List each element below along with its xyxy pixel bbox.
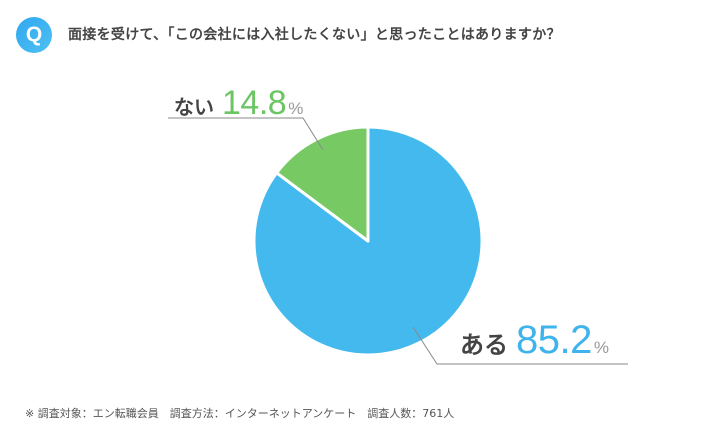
leader-line-nai <box>168 117 324 151</box>
label-aru-value: 85.2 <box>516 318 592 362</box>
label-nai: ない 14.8 % <box>174 84 303 123</box>
label-aru-unit: % <box>593 338 609 357</box>
label-nai-value: 14.8 <box>222 84 287 122</box>
label-nai-unit: % <box>288 99 304 118</box>
label-aru: ある 85.2 % <box>460 318 609 363</box>
label-aru-category: ある <box>460 331 508 359</box>
question-title: 面接を受けて、「この会社には入社したくない」と思ったことはありますか？ <box>68 27 561 43</box>
leader-line-aru <box>412 326 628 365</box>
survey-footnote: ※ 調査対象：エン転職会員 調査方法：インターネットアンケート 調査人数：761… <box>25 407 455 420</box>
pie-slice-nai <box>275 125 370 243</box>
question-badge-letter: Q <box>25 23 43 46</box>
question-badge: Q <box>16 17 52 53</box>
label-nai-category: ない <box>174 95 214 119</box>
